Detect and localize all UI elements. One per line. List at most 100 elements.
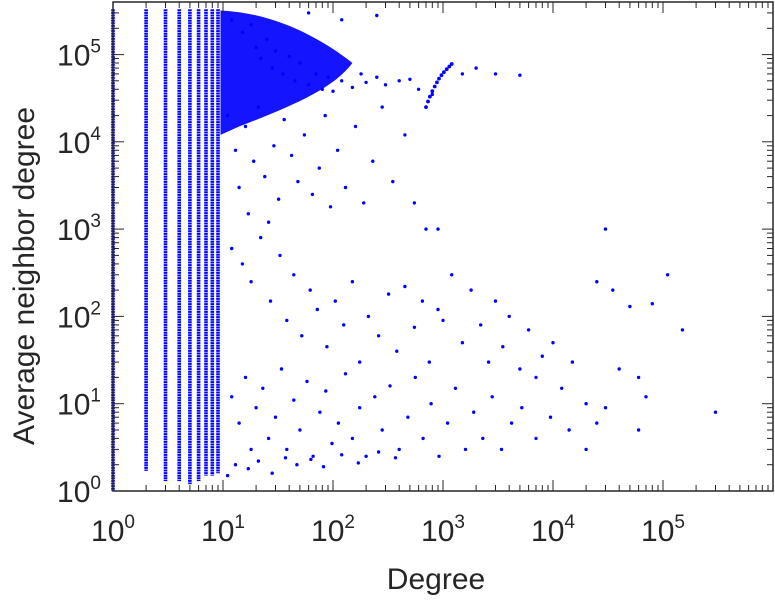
scatter-point [680, 328, 685, 332]
y-tick-exponent: 3 [90, 211, 101, 232]
scatter-arc-point [430, 89, 435, 94]
scatter-point [548, 415, 553, 419]
scatter-point [310, 192, 315, 197]
scatter-point [359, 72, 363, 76]
scatter-point [273, 415, 278, 419]
scatter-point [276, 197, 281, 201]
scatter-point [340, 79, 344, 83]
scatter-point [246, 467, 250, 471]
scatter-point [230, 18, 234, 22]
scatter-point [472, 410, 476, 414]
scatter-arc-point [428, 94, 432, 99]
scatter-point [412, 325, 417, 329]
scatter-point [445, 421, 450, 425]
scatter-point [268, 299, 273, 303]
scatter-point [436, 227, 440, 231]
scatter-point [298, 61, 302, 65]
scatter-point [289, 153, 294, 158]
scatter-point [263, 174, 267, 179]
x-tick-exponent: 3 [454, 512, 465, 533]
scatter-point [320, 87, 324, 92]
scatter-point [318, 410, 322, 414]
x-tick-base: 10 [641, 515, 674, 548]
scatter-point [306, 83, 311, 87]
scatter-point [314, 72, 318, 76]
scatter-point [430, 92, 434, 97]
scatter-point [364, 80, 368, 85]
scatter-arc-point [432, 84, 437, 89]
scatter-point [584, 402, 588, 406]
scatter-point [358, 406, 362, 410]
scatter-point [266, 436, 271, 441]
x-tick-label: 102 [311, 512, 355, 548]
scatter-point [493, 299, 498, 303]
scatter-point [285, 447, 289, 452]
scatter-point [237, 421, 241, 425]
scatter-point [331, 89, 335, 93]
y-axis-label: Average neighbor degree [8, 107, 41, 445]
scatter-point [278, 253, 282, 258]
scatter-point [486, 360, 491, 364]
x-tick-exponent: 4 [564, 512, 575, 533]
scatter-point [429, 402, 433, 406]
scatter-point [321, 465, 326, 469]
scatter-point [540, 354, 544, 358]
scatter-point [509, 421, 514, 425]
scatter-point [416, 87, 421, 92]
scatter-point [427, 360, 431, 364]
plot-area-frame [112, 1, 774, 492]
y-tick-label: 104 [57, 124, 101, 160]
scatter-point [474, 66, 478, 70]
y-tick-label: 102 [57, 298, 101, 334]
scatter-point [481, 436, 485, 441]
scatter-point [259, 56, 263, 61]
y-tick-exponent: 5 [90, 37, 101, 58]
x-tick-label: 103 [421, 512, 465, 548]
scatter-point [636, 375, 641, 380]
scatter-arc-point [439, 73, 444, 78]
x-tick-base: 10 [531, 515, 564, 548]
scatter-point [287, 54, 291, 59]
scatter-point [603, 406, 608, 410]
scatter-point [309, 457, 313, 462]
scatter-point [650, 302, 654, 306]
x-tick-base: 10 [201, 515, 234, 548]
scatter-point [285, 318, 289, 323]
scatter-point [243, 375, 248, 380]
scatter-arc-point [424, 105, 428, 109]
scatter-point [330, 441, 334, 446]
scatter-point [335, 148, 340, 152]
scatter-point [560, 386, 564, 390]
scatter-point [324, 389, 328, 393]
scatter-point [343, 185, 348, 190]
scatter-point [490, 395, 494, 399]
scatter-point [436, 307, 440, 312]
y-tick-label: 100 [57, 473, 101, 509]
x-tick-base: 10 [91, 515, 124, 548]
x-tick-label: 104 [531, 512, 575, 548]
scatter-point [230, 395, 234, 399]
scatter-point [225, 473, 230, 478]
scatter-point [397, 79, 401, 83]
x-tick-base: 10 [421, 515, 454, 548]
scatter-point [350, 436, 355, 441]
scatter-point [636, 428, 641, 432]
scatter-marks [111, 9, 718, 491]
scatter-point [350, 280, 355, 284]
x-tick-label: 100 [91, 512, 135, 548]
scatter-point [713, 410, 718, 414]
scatter-point [364, 454, 368, 458]
scatter-arc-point [435, 80, 439, 85]
scatter-point [233, 148, 238, 152]
scatter-point [493, 72, 498, 76]
scatter-point [296, 179, 300, 184]
scatter-point [453, 386, 458, 390]
scatter-point [252, 159, 256, 163]
scatter-point [249, 447, 253, 452]
scatter-point [292, 273, 296, 277]
scatter-point [270, 66, 274, 70]
x-tick-base: 10 [311, 515, 344, 548]
